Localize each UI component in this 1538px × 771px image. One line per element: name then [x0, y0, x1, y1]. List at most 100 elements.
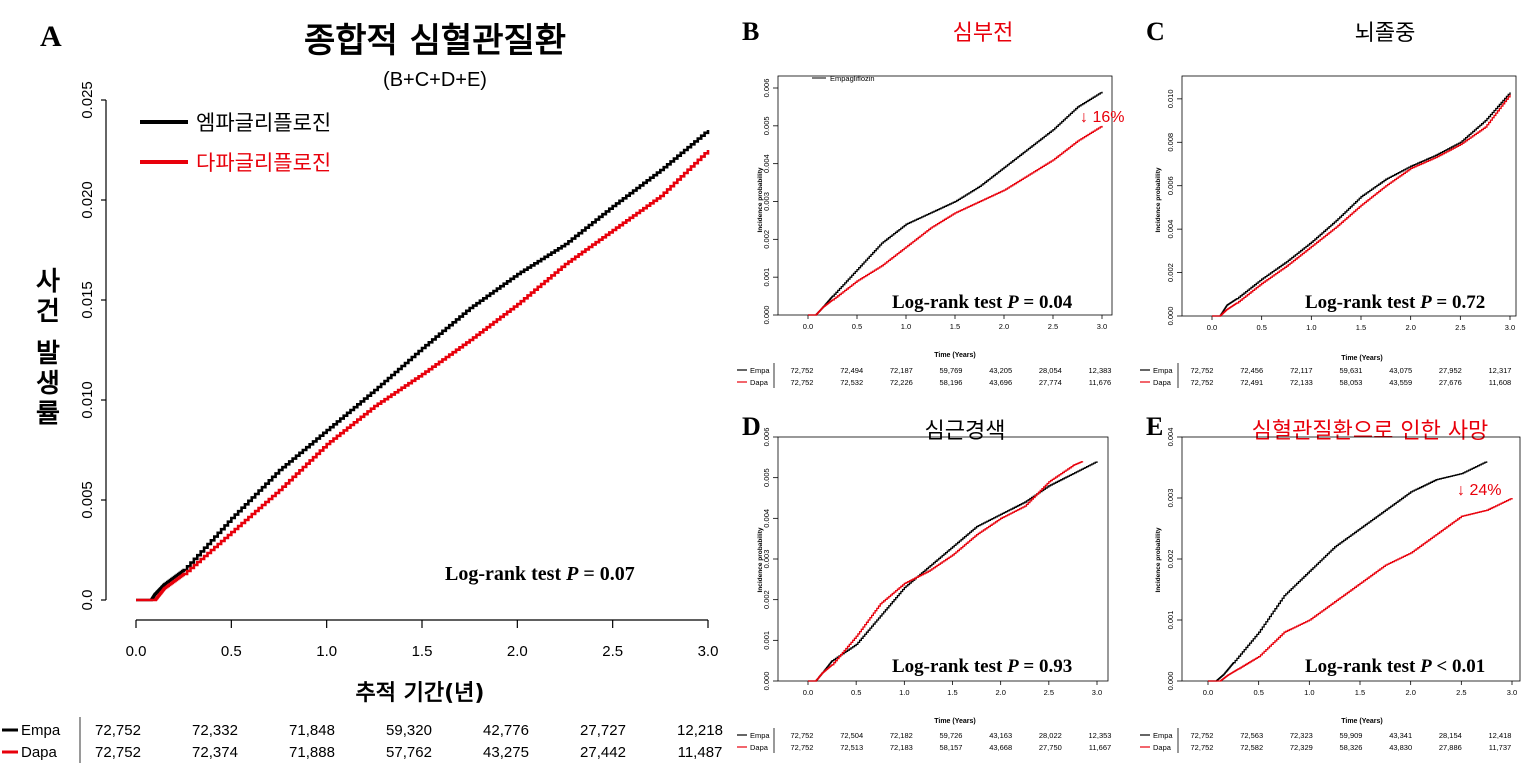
x-tick-label: 0.5: [851, 688, 861, 697]
y-tick-label: 0.003: [1166, 489, 1175, 508]
risk-value: 43,668: [989, 743, 1012, 752]
risk-value: 58,053: [1340, 378, 1363, 387]
panel-title: 심부전: [953, 21, 1014, 46]
y-tick-label: 0.005: [762, 468, 771, 487]
y-tick-label: 0.000: [762, 306, 771, 325]
series-empa-line: [808, 91, 1103, 316]
logrank-label: Log-rank test P < 0.01: [1305, 656, 1485, 677]
logrank-label: Log-rank test P = 0.72: [1305, 292, 1485, 313]
risk-value: 43,275: [483, 744, 529, 761]
y-tick-label: 0.010: [79, 381, 96, 419]
risk-value: 72,504: [840, 731, 863, 740]
risk-value: 43,830: [1389, 743, 1412, 752]
y-tick-label: 0.015: [79, 281, 96, 319]
risk-value: 11,737: [1489, 743, 1511, 752]
legend-label: 다파글리플로진: [196, 151, 331, 175]
y-tick-label: 0.006: [762, 428, 771, 447]
x-tick-label: 3.0: [1092, 688, 1102, 697]
panel-d: D 심근경색 0.000 0.001 0.002 0.003 0.004 0.005 0.006…: [737, 412, 1111, 753]
risk-value: 72,752: [1191, 731, 1214, 740]
risk-row-label: Empa: [750, 731, 770, 740]
risk-value: 72,752: [791, 366, 814, 375]
series-dapa-line: [808, 461, 1084, 682]
risk-value: 59,320: [386, 722, 432, 739]
x-tick-label: 0.5: [1253, 688, 1263, 697]
y-tick-label: 0.002: [762, 230, 771, 249]
x-tick-label: 1.5: [950, 322, 960, 331]
panel-title: 종합적 심혈관질환: [304, 21, 566, 61]
plot-frame: [1181, 436, 1521, 682]
risk-value: 72,752: [791, 378, 814, 387]
risk-value: 72,117: [1290, 366, 1312, 375]
risk-value: 72,323: [1290, 731, 1313, 740]
x-tick-label: 2.0: [1405, 323, 1415, 332]
risk-value: 59,769: [940, 366, 963, 375]
y-tick-label: 0.001: [762, 268, 771, 287]
panel-c: C 뇌졸중 0.000 0.002 0.004 0.006 0.008 0.010 0.0 0.5…: [1140, 17, 1517, 388]
panel-letter: E: [1146, 412, 1163, 441]
x-tick-label: 2.0: [999, 322, 1009, 331]
risk-value: 12,218: [677, 722, 723, 739]
x-axis-label: Time (Years): [1341, 355, 1383, 362]
risk-value: 57,762: [386, 744, 432, 761]
y-tick-label: 0.004: [1166, 428, 1175, 447]
x-axis-label: Time (Years): [934, 718, 976, 725]
logrank-label: Log-rank test P = 0.07: [445, 563, 635, 585]
y-axis-label: Incidence probability: [1155, 167, 1162, 232]
y-axis-label: Incidence probability: [757, 167, 764, 232]
y-tick-label: 0.004: [1166, 220, 1175, 239]
risk-value: 72,582: [1240, 743, 1263, 752]
x-tick-label: 1.0: [1306, 323, 1316, 332]
risk-value: 27,774: [1039, 378, 1062, 387]
risk-value: 72,226: [890, 378, 913, 387]
x-tick-label: 0.5: [1256, 323, 1266, 332]
risk-value: 28,054: [1039, 366, 1062, 375]
x-tick-label: 3.0: [1097, 322, 1107, 331]
y-tick-label: 0.020: [79, 181, 96, 219]
panel-letter: B: [742, 17, 759, 46]
x-tick-label: 2.5: [602, 643, 623, 660]
x-tick-label: 3.0: [698, 643, 719, 660]
panel-title: 뇌졸중: [1355, 21, 1416, 46]
x-tick-label: 2.0: [507, 643, 528, 660]
risk-value: 27,676: [1439, 378, 1462, 387]
legend-label: Empagliflozin: [830, 74, 875, 83]
plot-frame: [777, 436, 1109, 682]
series-empa-line: [1208, 461, 1488, 682]
reduction-annotation: ↓ 16%: [1080, 109, 1124, 126]
risk-value: 12,317: [1489, 366, 1512, 375]
risk-value: 72,133: [1290, 378, 1313, 387]
risk-value: 72,532: [840, 378, 863, 387]
x-tick-label: 2.5: [1044, 688, 1054, 697]
risk-value: 59,726: [940, 731, 963, 740]
x-tick-label: 2.5: [1455, 323, 1465, 332]
risk-value: 72,752: [1191, 743, 1214, 752]
panel-letter: D: [742, 412, 761, 441]
y-tick-label: 0.010: [1166, 89, 1175, 108]
y-tick-label: 0.000: [1166, 672, 1175, 691]
panel-e: E 심혈관질환으로 인한 사망 0.000 0.001 0.002 0.003 0.004 0…: [1140, 412, 1521, 753]
y-tick-label: 0.025: [79, 81, 96, 119]
risk-value: 43,075: [1389, 366, 1412, 375]
series-empa-line: [136, 130, 710, 602]
x-tick-label: 3.0: [1507, 688, 1517, 697]
risk-value: 43,696: [989, 378, 1012, 387]
y-tick-label: 0.005: [762, 116, 771, 135]
risk-value: 11,676: [1089, 378, 1111, 387]
y-tick-label: 0.001: [1166, 611, 1175, 630]
risk-value: 43,205: [989, 366, 1012, 375]
risk-row-label: Empa: [750, 366, 770, 375]
panel-title: 심혈관질환으로 인한 사망: [1252, 419, 1489, 444]
risk-value: 27,727: [580, 722, 626, 739]
risk-value: 43,559: [1389, 378, 1412, 387]
logrank-label: Log-rank test P = 0.93: [892, 656, 1072, 677]
x-tick-label: 0.5: [852, 322, 862, 331]
risk-value: 72,183: [890, 743, 913, 752]
logrank-label: Log-rank test P = 0.04: [892, 292, 1073, 313]
risk-value: 72,752: [1191, 378, 1214, 387]
x-tick-label: 0.0: [803, 322, 813, 331]
x-tick-label: 0.0: [803, 688, 813, 697]
reduction-annotation: ↓ 24%: [1457, 482, 1501, 499]
panel-a: A 종합적 심혈관질환 (B+C+D+E) 0.0 0.005 0.010 0.015 0.0…: [2, 20, 723, 763]
